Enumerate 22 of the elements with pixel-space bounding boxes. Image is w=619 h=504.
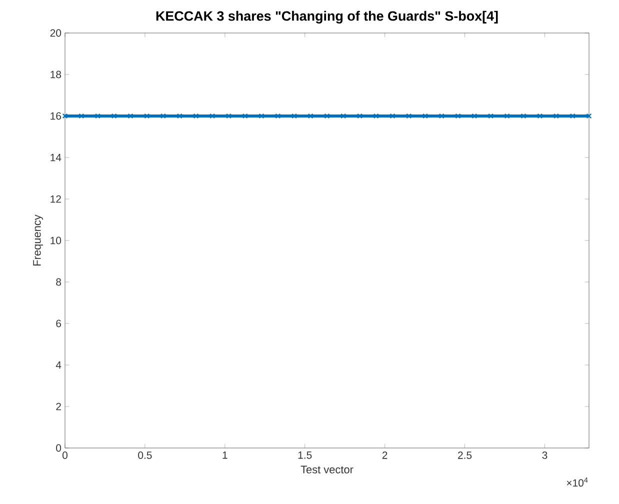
y-tick-label: 16 xyxy=(50,112,62,120)
chart-title: KECCAK 3 shares "Changing of the Guards" S-box[4] xyxy=(156,10,498,24)
x-tick-label: 3 xyxy=(542,452,548,459)
y-tick-label: 6 xyxy=(56,320,62,328)
y-tick-label: 18 xyxy=(50,70,62,78)
y-tick-label: 10 xyxy=(50,236,62,244)
x-tick-label: 2 xyxy=(382,452,388,459)
x-tick-label: 0.5 xyxy=(138,452,152,459)
y-tick-label: 20 xyxy=(50,29,62,37)
y-tick-label: 8 xyxy=(56,278,62,286)
y-tick-label: 0 xyxy=(56,444,62,452)
text: ×10$^{4}$ xyxy=(566,478,588,487)
y-tick-label: 4 xyxy=(56,361,62,369)
x-tick-label: 1 xyxy=(222,452,228,459)
y-tick-label: 12 xyxy=(50,195,61,203)
y-tick-label: 2 xyxy=(56,402,61,410)
x-tick-label: 1.5 xyxy=(298,452,312,459)
x-tick-label: 2.5 xyxy=(458,452,472,459)
y-tick-label: 14 xyxy=(50,154,62,162)
x-axis-title: Test vector xyxy=(300,466,354,474)
x-tick-label: 0 xyxy=(62,452,68,459)
y-axis-title: Frequency xyxy=(33,214,43,266)
